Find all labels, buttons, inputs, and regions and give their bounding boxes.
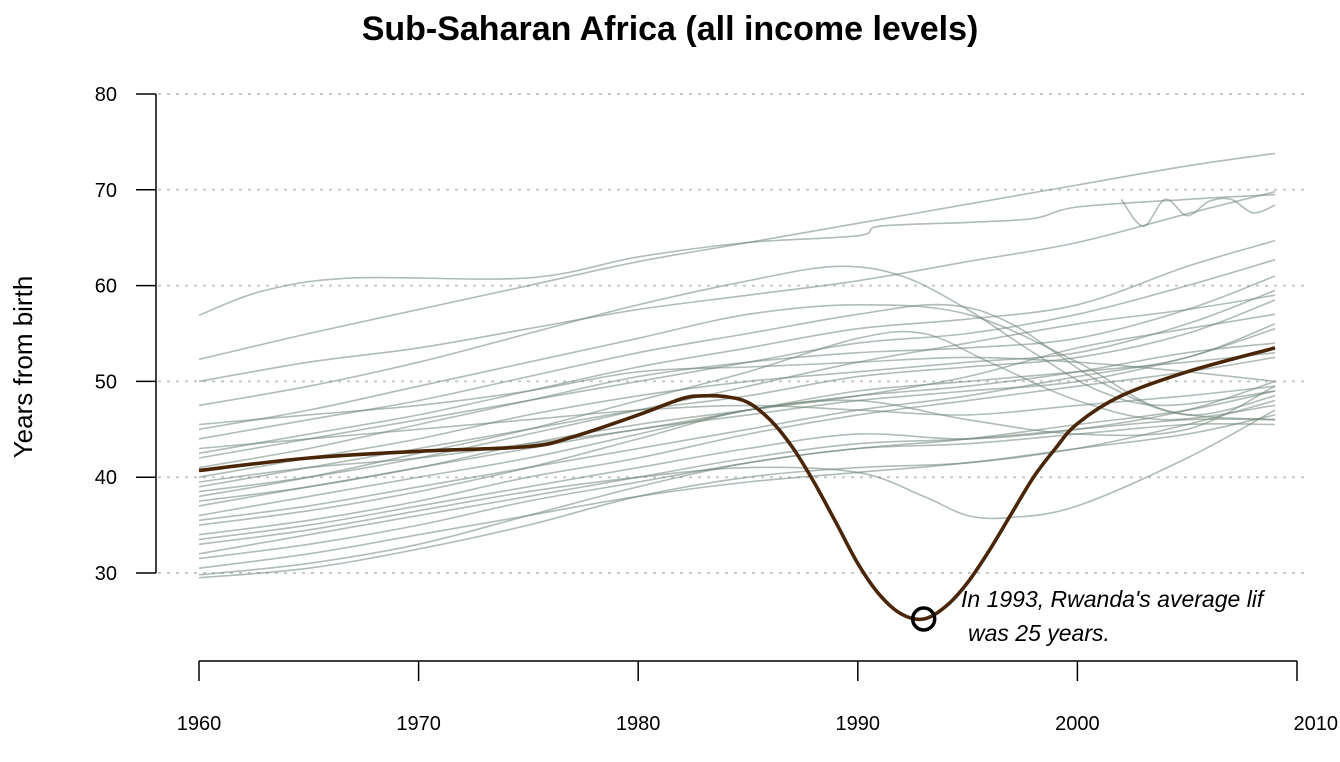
country-series-line-16 (198, 327, 1276, 507)
x-tick-label: 1960 (177, 713, 222, 735)
country-series-line-9 (198, 258, 1276, 459)
country-series-line-5 (198, 265, 1276, 407)
annotation-marker (910, 606, 937, 632)
highlight-series-line (198, 346, 1276, 622)
country-series-line-2 (198, 152, 1276, 361)
country-series-line-28 (198, 356, 1276, 426)
x-tick-label: 1980 (616, 713, 661, 735)
country-series-line-6 (198, 303, 1276, 431)
country-series-line-18 (198, 323, 1276, 522)
country-series-line-1 (198, 193, 1276, 317)
country-series-line-22 (198, 409, 1276, 546)
country-series-line-10 (198, 275, 1276, 469)
x-tick-label: 2000 (1055, 713, 1100, 735)
y-tick-label: 50 (95, 371, 117, 393)
annotation-text-line-2: was 25 years. (968, 620, 1110, 646)
country-series-line-15 (198, 313, 1276, 502)
y-tick-label: 60 (95, 276, 117, 298)
country-series-line-11 (198, 289, 1276, 478)
country-series-line-12 (198, 299, 1276, 488)
country-series-line-27 (198, 399, 1276, 579)
country-series-line-30 (198, 351, 1276, 483)
country-series-line-20 (198, 356, 1276, 536)
country-series-line-8 (198, 239, 1276, 455)
chart-title: Sub-Saharan Africa (all income levels) (361, 10, 979, 48)
x-tick-label: 1990 (836, 713, 881, 735)
y-axis-label: Years from birth (8, 276, 38, 459)
y-tick-label: 70 (95, 180, 117, 202)
country-series-line-7 (198, 303, 1276, 440)
x-tick-label: 1970 (396, 713, 441, 735)
country-series-line-13 (198, 294, 1276, 493)
annotation-text-line-1: In 1993, Rwanda's average lif (961, 586, 1266, 612)
country-series-line-4 (1120, 197, 1276, 228)
x-tick-label: 2010 (1294, 713, 1339, 735)
country-series-line-3 (198, 190, 1276, 383)
country-series-line-26 (198, 390, 1276, 576)
country-series-line-23 (198, 418, 1276, 555)
country-series-line-21 (198, 380, 1276, 541)
y-tick-label: 40 (95, 467, 117, 489)
country-series-line-29 (198, 385, 1276, 450)
y-tick-label: 30 (95, 563, 117, 585)
y-tick-label: 80 (95, 84, 117, 106)
country-series-line-25 (198, 414, 1276, 569)
